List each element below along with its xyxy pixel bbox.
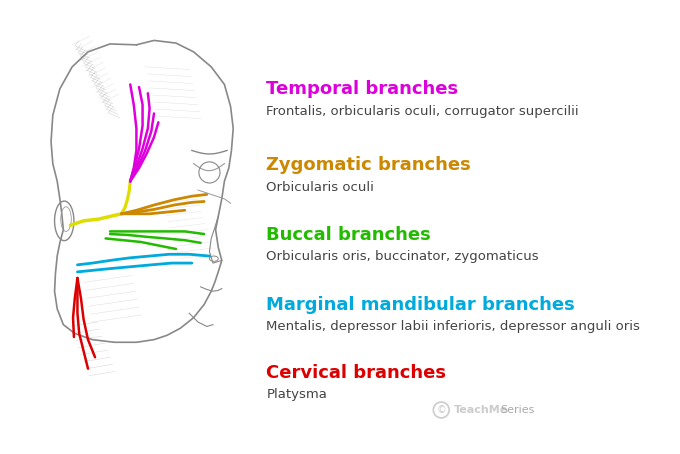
- Text: Temporal branches: Temporal branches: [267, 80, 458, 98]
- Text: Cervical branches: Cervical branches: [267, 364, 446, 382]
- Text: Series: Series: [500, 405, 534, 415]
- Text: Frontalis, orbicularis oculi, corrugator supercilii: Frontalis, orbicularis oculi, corrugator…: [267, 104, 579, 118]
- Text: Buccal branches: Buccal branches: [267, 226, 431, 244]
- Text: ©: ©: [437, 405, 446, 415]
- Text: Zygomatic branches: Zygomatic branches: [267, 156, 471, 174]
- Text: Marginal mandibular branches: Marginal mandibular branches: [267, 296, 575, 314]
- Text: Platysma: Platysma: [267, 388, 327, 401]
- Text: Orbicularis oris, buccinator, zygomaticus: Orbicularis oris, buccinator, zygomaticu…: [267, 251, 539, 263]
- Text: Mentalis, depressor labii inferioris, depressor anguli oris: Mentalis, depressor labii inferioris, de…: [267, 321, 640, 333]
- Text: TeachMe: TeachMe: [454, 405, 508, 415]
- Text: Orbicularis oculi: Orbicularis oculi: [267, 181, 374, 193]
